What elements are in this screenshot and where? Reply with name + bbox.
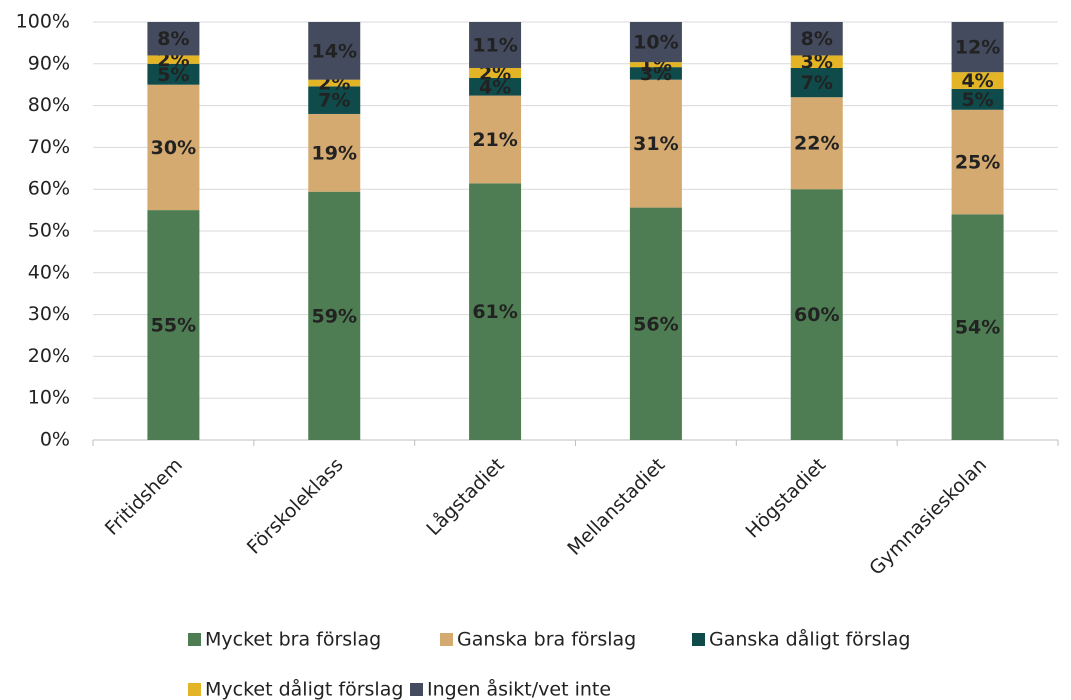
data-label: 21% [472, 129, 517, 151]
bar-segment [951, 88, 1004, 110]
legend-label: Mycket bra förslag [205, 629, 381, 651]
bar-segment [629, 207, 682, 440]
bar-segment [308, 113, 361, 192]
data-label: 55% [151, 315, 196, 337]
data-label: 61% [472, 301, 517, 323]
legend-label: Ganska dåligt förslag [709, 628, 910, 651]
data-label: 4% [961, 70, 993, 92]
y-tick-label: 50% [28, 220, 70, 242]
bar-segment [308, 79, 361, 87]
y-tick-label: 70% [28, 136, 70, 158]
bar-segment [629, 62, 682, 68]
bar-segment [790, 55, 843, 68]
y-tick-label: 80% [28, 94, 70, 116]
legend-swatch [410, 683, 423, 696]
data-label: 11% [472, 34, 517, 56]
data-label: 5% [961, 89, 993, 111]
data-label: 22% [794, 133, 839, 155]
legend-label: Ganska bra förslag [457, 629, 636, 651]
bar-segment [951, 109, 1004, 215]
x-tick-label: Högstadiet [741, 454, 830, 543]
y-tick-label: 20% [28, 345, 70, 367]
data-label: 3% [801, 51, 833, 73]
bar-segment [147, 22, 200, 56]
y-tick-label: 10% [28, 387, 70, 409]
y-tick-label: 30% [28, 303, 70, 325]
bar-segment [308, 86, 361, 114]
data-label: 3% [640, 63, 672, 85]
bar-segment [629, 22, 682, 63]
data-label: 30% [151, 137, 196, 159]
bar-segment [790, 22, 843, 56]
data-label: 7% [801, 72, 833, 94]
data-label: 2% [479, 62, 511, 84]
legend-swatch [692, 633, 705, 646]
data-label: 8% [157, 28, 189, 50]
x-tick-label: Gymnasieskolan [865, 454, 991, 580]
bar-segment [308, 191, 361, 440]
legend-label: Mycket dåligt förslag [205, 678, 403, 700]
data-label: 10% [633, 32, 678, 54]
bar-segment [790, 67, 843, 98]
legend-label: Ingen åsikt/vet inte [427, 678, 611, 700]
bar-segment [790, 189, 843, 440]
legend-swatch [188, 683, 201, 696]
bar-segment [790, 97, 843, 190]
data-label: 14% [312, 40, 357, 62]
x-tick-label: Fritidshem [101, 454, 187, 540]
bar-segment [147, 55, 200, 64]
bar-segment [951, 214, 1004, 440]
bar-segment [469, 183, 522, 440]
bar-segment [951, 22, 1004, 73]
data-label: 8% [801, 28, 833, 50]
y-tick-label: 0% [40, 429, 70, 451]
bar-segment [469, 78, 522, 96]
data-label: 12% [955, 37, 1000, 59]
x-tick-label: Mellanstadiet [563, 454, 669, 560]
data-label: 25% [955, 152, 1000, 174]
data-label: 59% [312, 305, 357, 327]
bar-segment [469, 95, 522, 184]
data-label: 4% [479, 76, 511, 98]
data-label: 19% [312, 142, 357, 164]
bar-segment [147, 210, 200, 440]
y-tick-label: 90% [28, 52, 70, 74]
y-tick-label: 100% [16, 11, 70, 33]
x-tick-label: Lågstadiet [422, 453, 509, 540]
bar-segment [629, 67, 682, 80]
bar-segment [469, 22, 522, 68]
legend-swatch [188, 633, 201, 646]
data-label: 31% [633, 133, 678, 155]
bar-segment [951, 72, 1004, 89]
data-label: 54% [955, 317, 1000, 339]
data-label: 5% [157, 64, 189, 86]
data-label: 7% [318, 90, 350, 112]
data-label: 60% [794, 304, 839, 326]
bar-segment [469, 67, 522, 79]
x-tick-label: Förskoleklass [243, 454, 348, 559]
y-tick-label: 60% [28, 178, 70, 200]
data-label: 56% [633, 313, 678, 335]
bar-segment [308, 22, 361, 80]
bar-segment [147, 63, 200, 85]
y-tick-label: 40% [28, 261, 70, 283]
legend-swatch [440, 633, 453, 646]
bar-segment [629, 79, 682, 208]
bar-segment [147, 84, 200, 211]
